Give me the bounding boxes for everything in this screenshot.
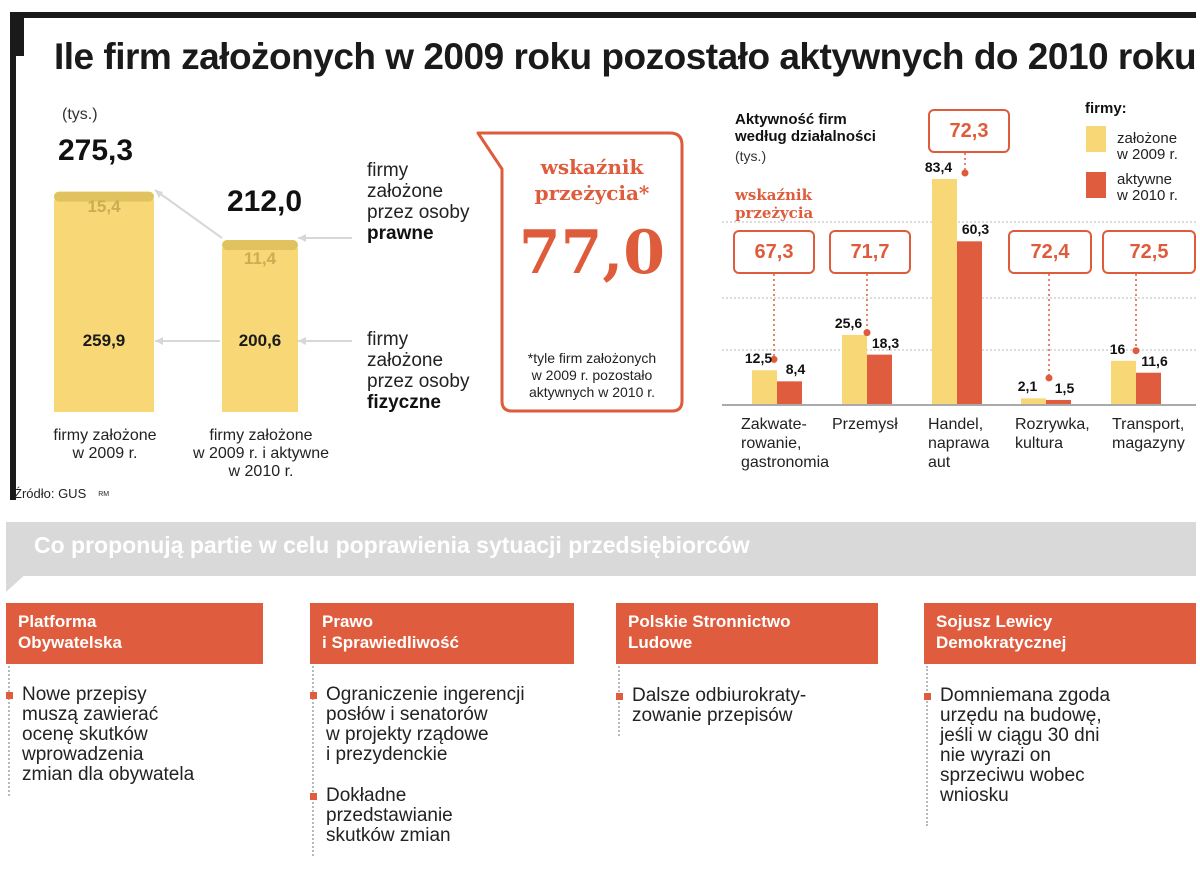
right-chart-unit: (tys.) <box>735 148 767 164</box>
category-label: Zakwate-rowanie, gastronomia <box>741 416 830 471</box>
section-title: Co proponują partie w celu poprawienia s… <box>34 532 750 558</box>
data-label: 2,1 <box>1017 378 1038 395</box>
legend-title: firmy: <box>1085 100 1127 117</box>
total-2009: 275,3 <box>58 134 134 167</box>
party-header: Prawo i Sprawiedliwość <box>310 603 574 664</box>
rate-dot <box>1045 374 1053 382</box>
bar-natural-persons <box>222 248 298 412</box>
bar-founded-2009 <box>1111 360 1136 404</box>
data-label: 16 <box>1109 340 1126 357</box>
frame-corner <box>10 12 24 56</box>
party-proposal: Nowe przepisy muszą zawierać ocenę skutków… <box>22 684 195 785</box>
bar-legal-entities <box>222 240 298 251</box>
right-chart-svg <box>722 153 1196 406</box>
legend-natural-persons: firmy założone przez osoby fizyczne <box>367 329 470 413</box>
frame-left-rule <box>10 12 16 500</box>
value-legal-2010: 11,4 <box>243 249 277 268</box>
arrow-head <box>155 337 163 345</box>
dotted-rule <box>618 666 620 736</box>
dotted-rule <box>312 666 314 856</box>
value-natural-2009: 259,9 <box>82 331 126 350</box>
category-label: Rozrywka, kultura <box>1015 416 1090 452</box>
left-chart-unit: (tys.) <box>62 106 98 123</box>
bar-active-2010 <box>1046 399 1071 404</box>
category-label: Handel, naprawa aut <box>928 416 990 471</box>
data-label: 12,5 <box>744 350 773 367</box>
data-label: 60,3 <box>961 221 990 238</box>
category-label-2010: firmy założone w 2009 r. i aktywne w 201… <box>192 427 330 480</box>
data-label: 25,6 <box>834 314 863 331</box>
survival-rate-box: 72,3 <box>928 109 1010 153</box>
bar-active-2010 <box>867 354 892 404</box>
banner-tail <box>6 572 28 592</box>
party-proposal: Domniemana zgoda urzędu na budowę, jeśli w… <box>940 685 1111 806</box>
rate-dot <box>863 329 871 337</box>
survival-rate-box: 72,5 <box>1102 230 1196 274</box>
dotted-rule <box>8 666 10 796</box>
value-legal-2009: 15,4 <box>87 197 121 216</box>
right-survival-label: wskaźnik przeżycia <box>735 186 814 222</box>
bar-founded-2009 <box>932 179 957 404</box>
survival-heading: wskaźnik przeżycia* <box>534 155 650 205</box>
survival-footnote: *tyle firm założonych w 2009 r. pozostał… <box>527 350 657 400</box>
legend-legal-entities: firmy założone przez osoby prawne <box>367 160 470 244</box>
connector-line <box>154 189 223 239</box>
legend-label-active: aktywne w 2010 r. <box>1117 171 1178 204</box>
survival-rate-box: 72,4 <box>1008 230 1092 274</box>
right-chart-title: Aktywność firm według działalności <box>735 111 876 145</box>
section-banner <box>6 522 1196 576</box>
bar-active-2010 <box>1136 372 1161 404</box>
rate-dot <box>961 169 969 177</box>
party-header: Polskie Stronnictwo Ludowe <box>616 603 878 664</box>
arrow-head <box>298 337 306 345</box>
category-label: Przemysł <box>832 416 898 433</box>
party-header: Platforma Obywatelska <box>6 603 263 664</box>
arrow-head <box>155 190 163 198</box>
survival-value: 77,0 <box>518 218 666 288</box>
survival-box-frame <box>476 131 684 413</box>
bullet-icon <box>616 693 623 700</box>
category-label-2009: firmy założone w 2009 r. <box>53 427 157 462</box>
arrow-head <box>298 234 306 242</box>
source-note: Źródło: GUS RM <box>14 486 110 501</box>
bar-legal-entities <box>54 191 154 202</box>
data-label: 11,6 <box>1141 352 1168 369</box>
survival-rate-box: 67,3 <box>733 230 815 274</box>
frame-top-rule <box>10 12 1196 18</box>
bullet-icon <box>310 692 317 699</box>
value-natural-2010: 200,6 <box>238 331 282 350</box>
data-label: 8,4 <box>785 361 806 378</box>
bullet-icon <box>924 693 931 700</box>
survival-rate-box: 71,7 <box>829 230 911 274</box>
bar-active-2010 <box>957 241 982 404</box>
party-proposal: Dokładne przedstawianie skutków zmian <box>326 785 453 846</box>
rate-dot <box>1132 347 1140 355</box>
bar-founded-2009 <box>842 334 867 404</box>
data-label: 1,5 <box>1054 379 1075 396</box>
legend-swatch-founded <box>1086 126 1106 152</box>
dotted-rule <box>926 666 928 826</box>
left-chart-svg <box>54 189 352 412</box>
data-label: 83,4 <box>924 159 953 175</box>
bar-natural-persons <box>54 199 154 412</box>
legend-swatch-active <box>1086 172 1106 198</box>
bar-founded-2009 <box>752 370 777 404</box>
party-proposal: Dalsze odbiurokraty-zowanie przepisów <box>632 685 807 726</box>
total-2010: 212,0 <box>227 185 303 218</box>
bullet-icon <box>6 692 13 699</box>
party-proposal: Ograniczenie ingerencji posłów i senatoró… <box>326 684 525 765</box>
page-title: Ile firm założonych w 2009 roku pozostał… <box>54 36 1197 77</box>
bar-active-2010 <box>777 381 802 404</box>
category-label: Transport, magazyny <box>1112 416 1185 452</box>
legend-label-founded: założone w 2009 r. <box>1117 130 1178 163</box>
rate-dot <box>770 355 778 363</box>
party-header: Sojusz Lewicy Demokratycznej <box>924 603 1196 664</box>
data-label: 18,3 <box>871 334 900 351</box>
bar-founded-2009 <box>1021 398 1046 404</box>
bullet-icon <box>310 793 317 800</box>
